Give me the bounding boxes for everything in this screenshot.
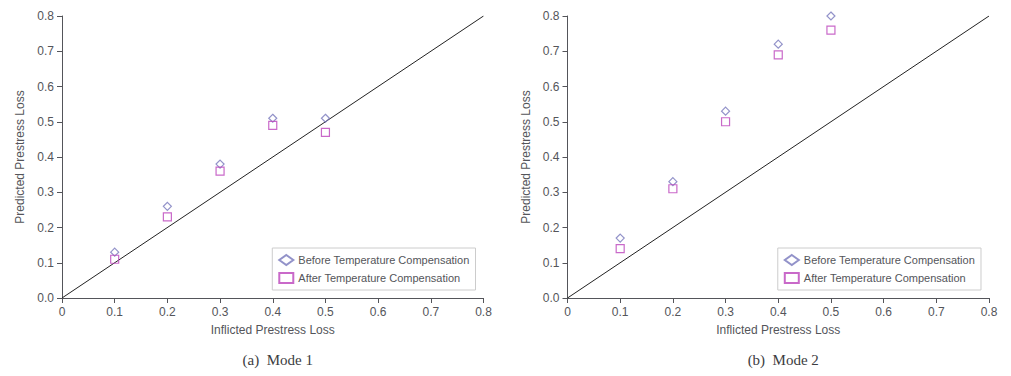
- svg-text:0.4: 0.4: [543, 150, 560, 164]
- svg-text:Before Temperature Compensatio: Before Temperature Compensation: [298, 254, 469, 266]
- svg-text:0.5: 0.5: [823, 305, 840, 319]
- svg-text:After Temperature Compensation: After Temperature Compensation: [298, 272, 460, 284]
- svg-text:0.2: 0.2: [665, 305, 682, 319]
- svg-text:0.4: 0.4: [770, 305, 787, 319]
- svg-text:0.3: 0.3: [37, 185, 54, 199]
- svg-text:0.5: 0.5: [317, 305, 334, 319]
- svg-text:0.1: 0.1: [106, 305, 123, 319]
- svg-text:0: 0: [59, 305, 66, 319]
- svg-text:0.4: 0.4: [264, 305, 281, 319]
- svg-text:0.8: 0.8: [981, 305, 998, 319]
- svg-text:0.4: 0.4: [37, 150, 54, 164]
- svg-text:After Temperature Compensation: After Temperature Compensation: [804, 272, 966, 284]
- svg-text:Before Temperature Compensatio: Before Temperature Compensation: [804, 254, 975, 266]
- svg-text:0.6: 0.6: [37, 80, 54, 94]
- svg-text:0.3: 0.3: [212, 305, 229, 319]
- svg-text:0.7: 0.7: [422, 305, 439, 319]
- svg-text:0.7: 0.7: [928, 305, 945, 319]
- svg-text:0.6: 0.6: [543, 80, 560, 94]
- svg-text:0.3: 0.3: [717, 305, 734, 319]
- svg-text:0.1: 0.1: [543, 256, 560, 270]
- svg-text:0.1: 0.1: [612, 305, 629, 319]
- svg-text:0.7: 0.7: [37, 44, 54, 58]
- svg-text:0.8: 0.8: [37, 9, 54, 23]
- svg-text:Inflicted Prestress Loss: Inflicted Prestress Loss: [211, 323, 335, 337]
- svg-text:0.8: 0.8: [543, 9, 560, 23]
- svg-text:0.5: 0.5: [37, 115, 54, 129]
- svg-text:0.8: 0.8: [475, 305, 492, 319]
- svg-text:0.2: 0.2: [159, 305, 176, 319]
- svg-text:0.7: 0.7: [543, 44, 560, 58]
- svg-text:0.0: 0.0: [37, 291, 54, 305]
- svg-text:(a) Mode 1: (a) Mode 1: [243, 352, 313, 369]
- svg-text:0.1: 0.1: [37, 256, 54, 270]
- svg-text:Inflicted Prestress Loss: Inflicted Prestress Loss: [716, 323, 840, 337]
- svg-text:0.5: 0.5: [543, 115, 560, 129]
- svg-text:0.2: 0.2: [37, 221, 54, 235]
- svg-text:Predicted Prestress Loss: Predicted Prestress Loss: [13, 90, 27, 223]
- svg-text:0.3: 0.3: [543, 185, 560, 199]
- svg-text:0.0: 0.0: [543, 291, 560, 305]
- svg-text:0: 0: [564, 305, 571, 319]
- svg-text:Predicted Prestress Loss: Predicted Prestress Loss: [519, 90, 533, 223]
- svg-text:0.6: 0.6: [875, 305, 892, 319]
- svg-text:0.2: 0.2: [543, 221, 560, 235]
- svg-text:0.6: 0.6: [370, 305, 387, 319]
- svg-text:(b) Mode 2: (b) Mode 2: [748, 352, 819, 369]
